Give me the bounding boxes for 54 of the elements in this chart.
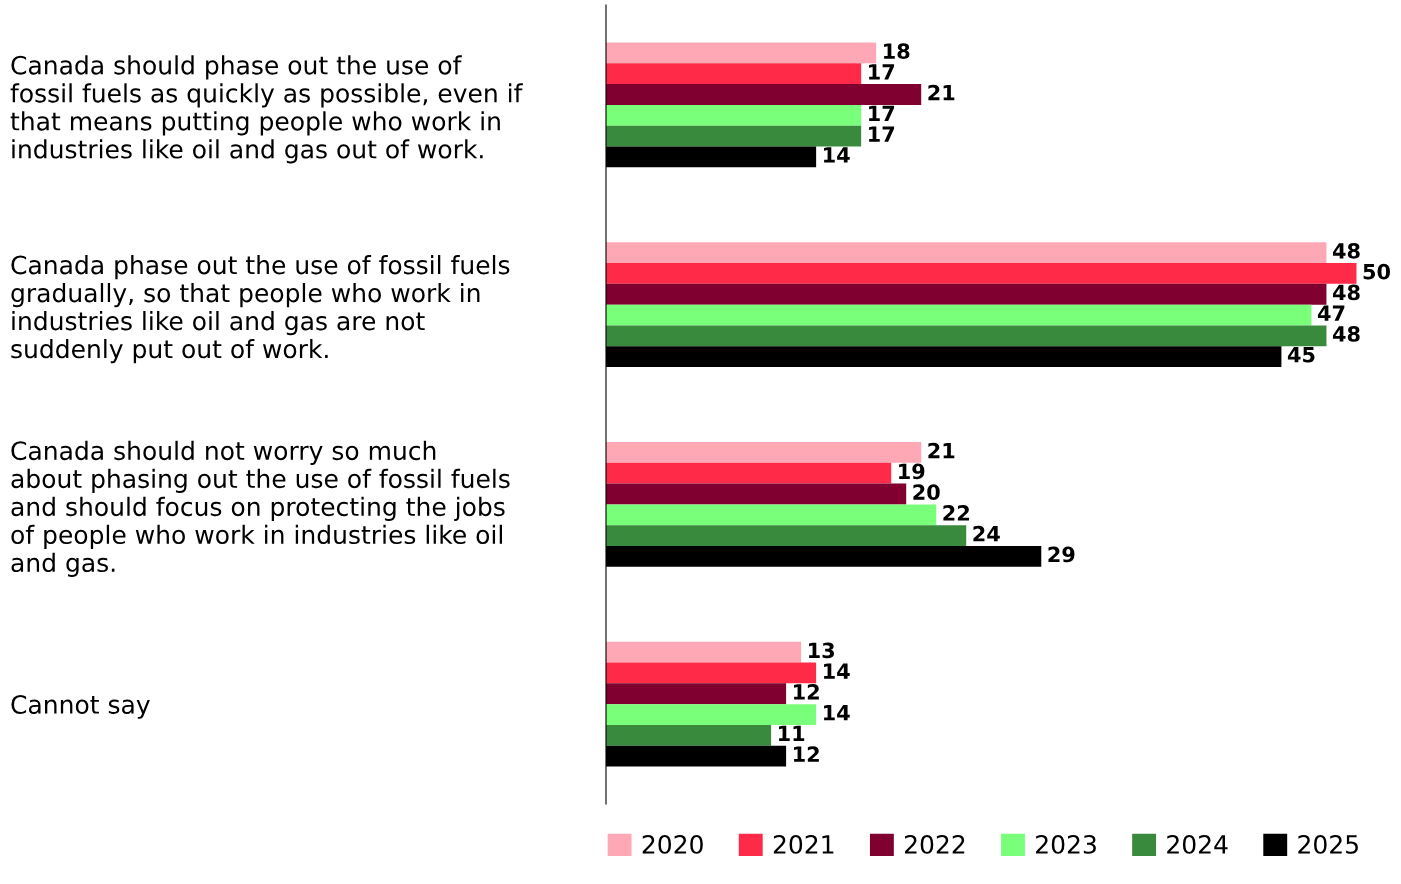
data-label: 45 (1287, 347, 1315, 363)
data-label: 24 (973, 525, 1000, 542)
data-label: 18 (884, 43, 910, 59)
legend-label: 2025 (1298, 834, 1358, 854)
bar (606, 283, 1327, 305)
data-label: 29 (1048, 546, 1075, 563)
data-label: 21 (928, 84, 955, 101)
data-label: 12 (794, 684, 819, 700)
y-tick-label: Canada should phase out the use of fossil fuels as quickly as possible, even if that means putting people who work in industries like oil and gas out of work. (10, 55, 523, 164)
legend-label: 2021 (773, 834, 834, 854)
bar (606, 242, 1327, 264)
bar (606, 683, 787, 705)
bar (606, 724, 772, 746)
y-tick-label: Canada phase out the use of fossil fuels gradually, so that people who work in industries like oil and gas are not suddenly put out of work. (11, 255, 510, 364)
data-label: 14 (824, 705, 850, 721)
bar (606, 483, 907, 505)
data-label: 17 (869, 64, 895, 80)
bar (606, 662, 817, 684)
legend-label: 2020 (642, 834, 703, 854)
data-label: 47 (1317, 305, 1345, 321)
bar (606, 42, 877, 64)
bar (606, 504, 937, 526)
bar (606, 104, 862, 126)
bar (606, 125, 862, 147)
data-label: 20 (913, 484, 940, 501)
bar (606, 462, 892, 484)
data-label: 48 (1332, 242, 1360, 259)
data-label: 21 (928, 442, 955, 459)
y-tick-label: Cannot say (11, 695, 150, 719)
bar (606, 304, 1312, 326)
data-label: 12 (794, 746, 819, 762)
legend-label: 2022 (904, 834, 965, 854)
data-label: 50 (1363, 263, 1391, 280)
legend-label: 2024 (1167, 834, 1228, 854)
data-label: 11 (779, 725, 805, 742)
data-label: 48 (1332, 326, 1360, 342)
bar (606, 325, 1327, 347)
data-label: 17 (869, 126, 895, 142)
data-label: 14 (824, 663, 850, 679)
bar (606, 263, 1357, 284)
bar (606, 84, 922, 105)
data-label: 19 (899, 463, 925, 480)
data-label: 13 (809, 642, 835, 659)
bar (606, 704, 817, 725)
data-label: 17 (869, 105, 895, 122)
data-label: 48 (1332, 284, 1360, 301)
bar (606, 442, 922, 463)
bar (606, 641, 802, 663)
legend-label: 2023 (1036, 834, 1096, 854)
data-label: 14 (824, 147, 850, 163)
bar (606, 63, 862, 85)
bar (606, 525, 967, 546)
y-tick-label: Canada should not worry so much about phasing out the use of fossil fuels and should focus on protecting the jobs of people who work in industries like oil and gas. (11, 440, 510, 577)
data-label: 22 (943, 505, 969, 521)
